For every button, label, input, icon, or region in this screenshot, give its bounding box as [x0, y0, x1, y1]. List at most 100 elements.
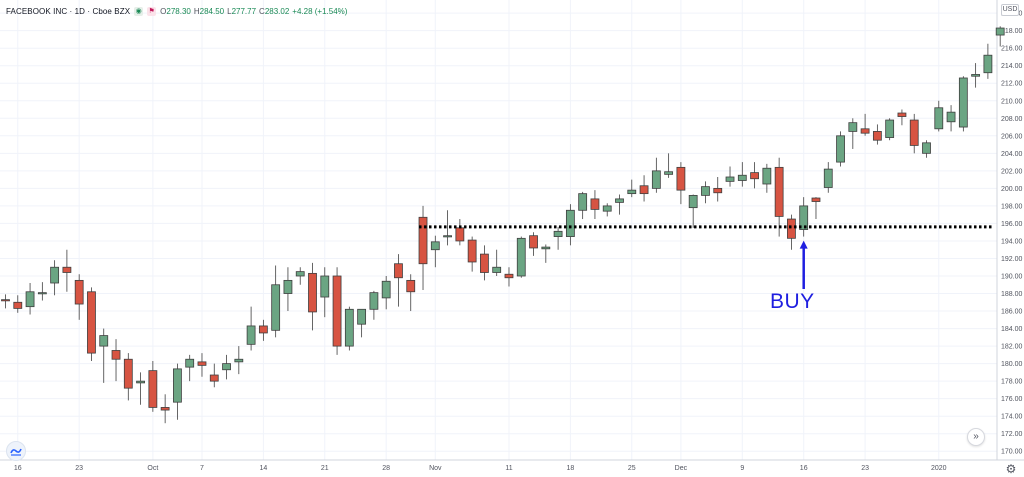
gear-icon[interactable]: ⚙: [1005, 462, 1017, 476]
candle-body-up: [516, 237, 526, 277]
candle: [541, 244, 551, 263]
candle: [553, 226, 563, 250]
candle-body-down: [872, 131, 882, 141]
candle: [209, 363, 219, 388]
candle-body-up: [971, 74, 981, 77]
tradingview-logo-icon[interactable]: [6, 441, 26, 461]
candle: [136, 372, 145, 405]
candle: [860, 113, 870, 136]
candle: [811, 197, 821, 220]
candle-body-up: [958, 77, 968, 128]
candle: [418, 205, 428, 291]
candle-body-down: [467, 239, 477, 263]
candle: [406, 274, 416, 312]
candle: [688, 194, 698, 228]
candle: [762, 163, 772, 193]
x-tick-label: Nov: [429, 465, 442, 472]
y-tick-label: 204.00: [1001, 151, 1023, 158]
candle-body-up: [934, 107, 944, 130]
candle-body-up: [823, 168, 833, 188]
y-tick-label: 182.00: [1001, 344, 1023, 351]
candle-body-down: [1, 299, 10, 302]
candle: [774, 157, 784, 237]
candle: [750, 162, 759, 189]
candle-body-up: [602, 205, 612, 212]
candle-body-up: [983, 54, 993, 74]
candle-body-up: [136, 380, 145, 384]
candle-body-down: [750, 172, 759, 180]
open-key: O: [160, 6, 167, 16]
candle: [197, 353, 207, 377]
candle: [99, 328, 109, 383]
candle-body-up: [995, 27, 1005, 36]
candle-body-up: [762, 167, 772, 185]
candle-body-down: [111, 350, 121, 360]
candle: [897, 109, 907, 126]
candle: [394, 254, 403, 307]
candle: [381, 276, 391, 310]
candle-body-up: [369, 292, 379, 310]
price-axis[interactable]: 170.00 172.00 174.00 176.00 178.00 180.00 182.…: [1001, 11, 1023, 456]
candle-body-down: [394, 263, 403, 279]
scroll-to-realtime-icon[interactable]: »: [967, 428, 985, 446]
candle: [848, 118, 858, 149]
currency-label[interactable]: USD: [1001, 4, 1019, 16]
candle-body-down: [123, 358, 133, 389]
buy-annotation: BUY: [770, 290, 815, 313]
candle-body-up: [651, 170, 661, 189]
candle: [615, 194, 624, 215]
candle: [983, 43, 993, 79]
candle: [664, 153, 674, 178]
candle: [590, 190, 600, 220]
time-axis[interactable]: 16 23 Oct 7 14 21 28 Nov 11 18 25 Dec 9 16 23 2020: [14, 465, 947, 472]
candle-body-up: [725, 176, 735, 182]
candle: [651, 157, 661, 193]
flag-icon[interactable]: ⚑: [147, 6, 157, 16]
candle-body-up: [37, 292, 47, 295]
candle: [74, 274, 84, 320]
candle-body-up: [443, 235, 452, 238]
candle-body-down: [209, 374, 219, 382]
candle-body-down: [713, 187, 723, 194]
candle-body-down: [258, 325, 268, 334]
candle-body-down: [197, 361, 207, 366]
candle-body-up: [357, 308, 367, 325]
symbol-title[interactable]: FACEBOOK INC · 1D · Cboe BZX: [6, 6, 131, 16]
candle: [701, 181, 710, 204]
low-value: 277.77: [231, 6, 257, 16]
candle-body-up: [320, 275, 330, 298]
y-tick-label: 188.00: [1001, 291, 1023, 298]
x-tick-label: 14: [259, 465, 267, 472]
candle: [111, 339, 121, 382]
y-tick-label: 170.00: [1001, 449, 1023, 456]
candle: [872, 124, 882, 145]
candle: [971, 63, 981, 88]
candle-body-up: [885, 119, 895, 138]
candle: [639, 175, 649, 202]
candle: [357, 308, 367, 338]
y-tick-label: 192.00: [1001, 256, 1023, 263]
y-tick-label: 214.00: [1001, 63, 1023, 70]
candle-body-up: [541, 246, 551, 250]
candle-body-up: [848, 122, 858, 132]
candle-body-down: [480, 253, 489, 273]
y-tick-label: 194.00: [1001, 238, 1023, 245]
candle: [934, 100, 944, 132]
candle: [37, 282, 47, 301]
candle: [516, 236, 526, 278]
x-tick-label: 25: [628, 465, 636, 472]
grid-lines: [0, 0, 997, 460]
x-tick-label: 16: [800, 465, 808, 472]
eye-icon[interactable]: ◉: [134, 6, 144, 16]
candle-body-up: [25, 291, 35, 308]
x-tick-label: 2020: [931, 465, 947, 472]
candle: [246, 306, 256, 351]
y-tick-label: 216.00: [1001, 46, 1023, 53]
candle-body-up: [344, 308, 354, 347]
candle: [836, 131, 845, 167]
candle-body-up: [492, 266, 502, 273]
close-value: 283.02: [264, 6, 290, 16]
candle: [13, 295, 23, 313]
